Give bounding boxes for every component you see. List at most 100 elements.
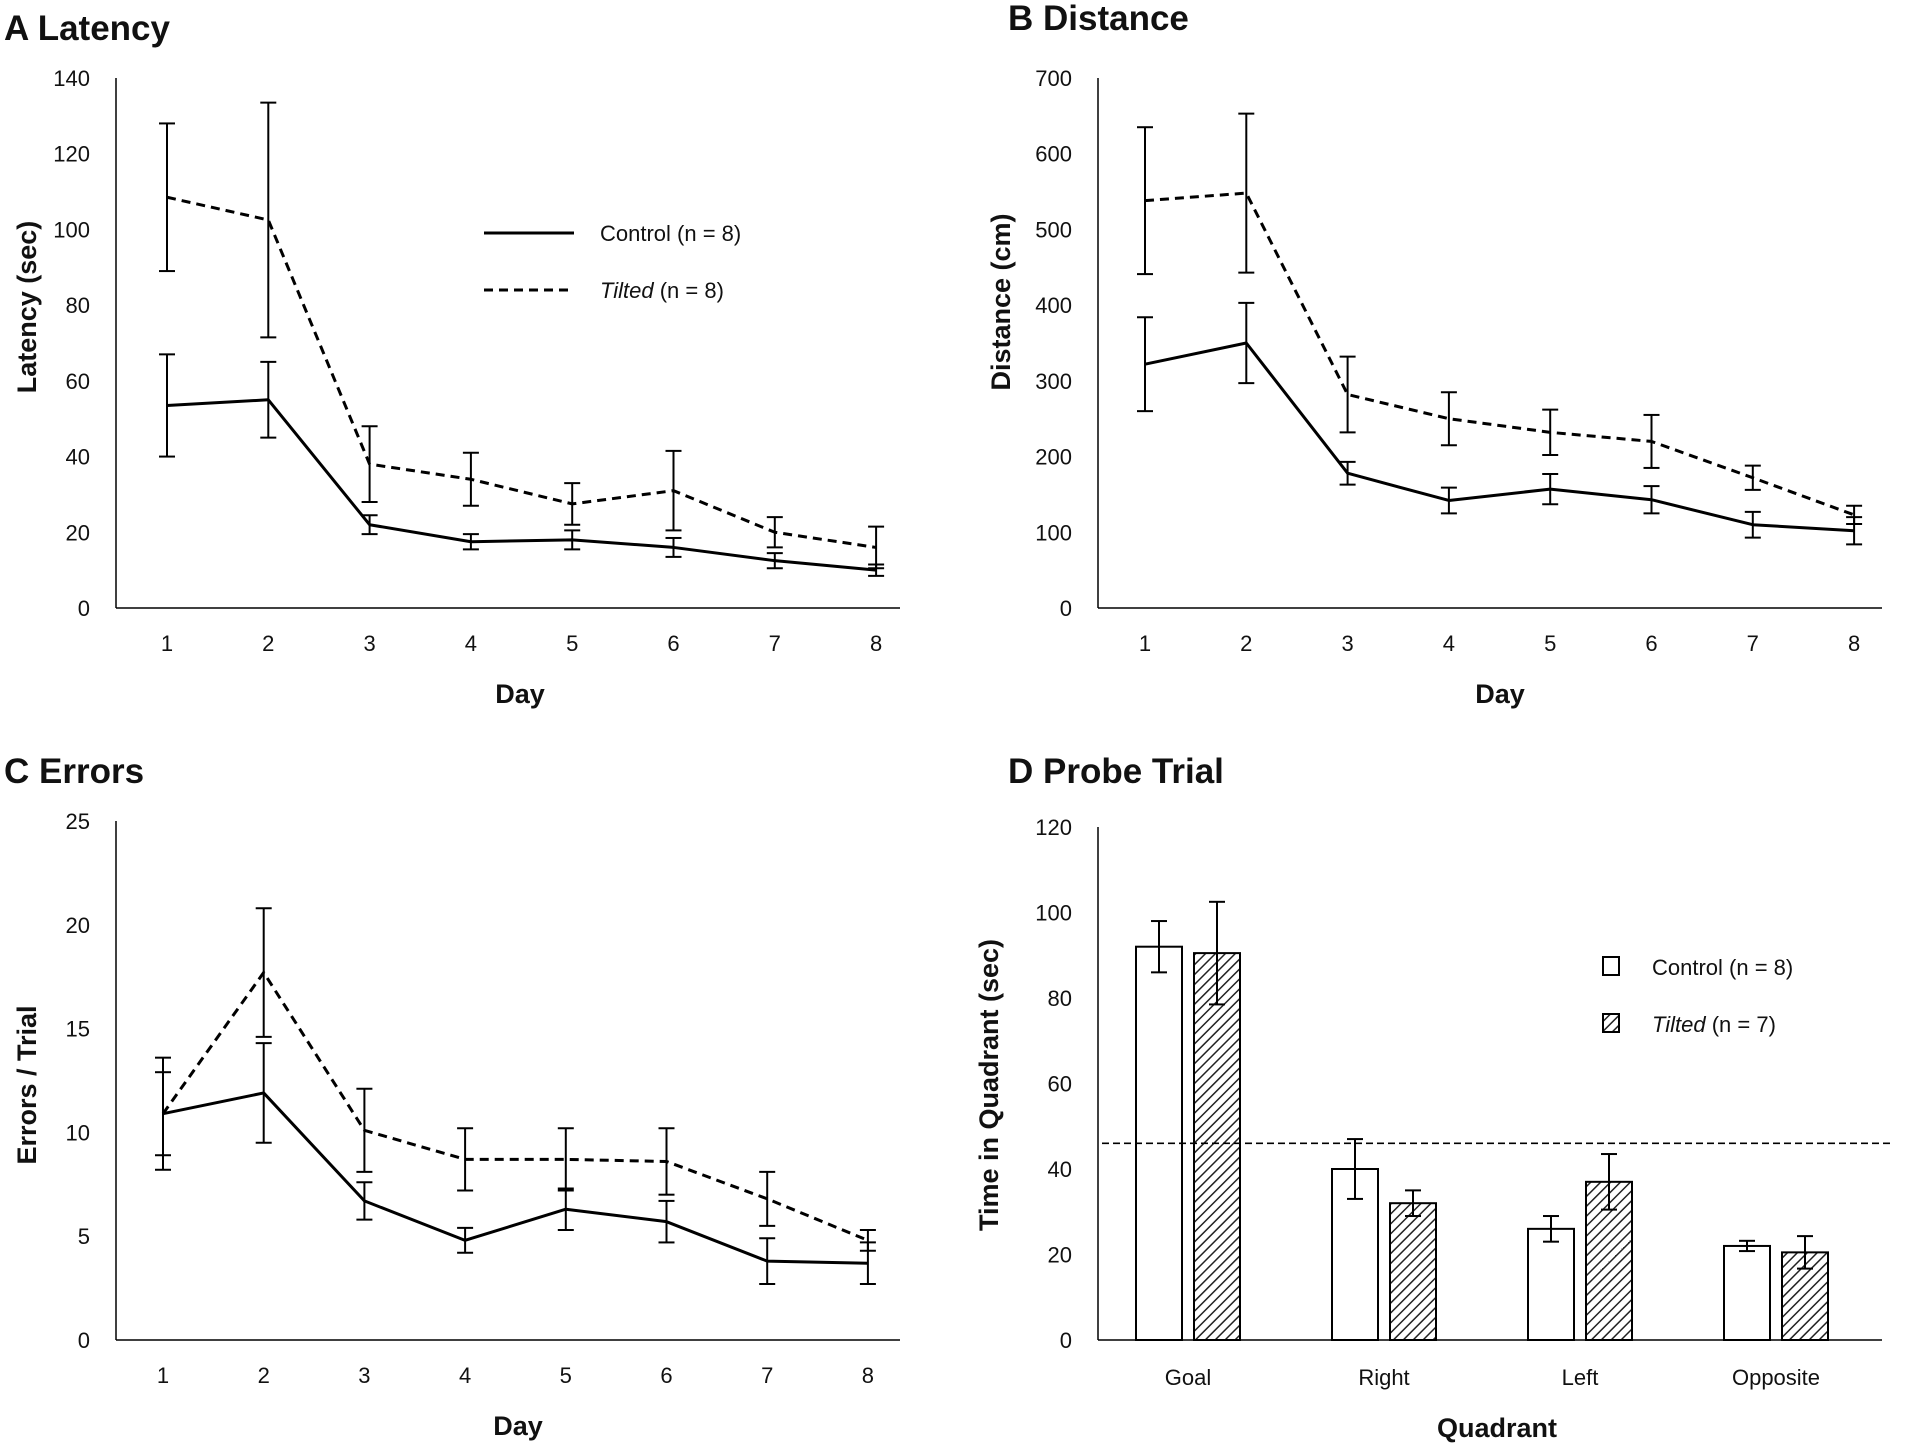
panel-d-plot: 0 20 40 60 80 100 120 Goal Right Left Opposite	[1035, 815, 1894, 1390]
panel-c-y-tick-label: 0	[78, 1328, 90, 1353]
panel-b-control-series-line	[1144, 341, 1855, 533]
panel-c-control-error-bar	[255, 1042, 272, 1144]
panel-a-tilted-error-bar	[159, 122, 175, 273]
panel-b-x-tick-label: 5	[1544, 631, 1556, 656]
panel-b-y-tick-label: 600	[1035, 142, 1072, 167]
panel-c-tilted-error-bar	[859, 1228, 876, 1252]
panel-d-y-tick-label: 80	[1048, 986, 1072, 1011]
panel-c-control-error-bar	[356, 1181, 373, 1221]
panel-b-tilted-error-bar	[1238, 112, 1255, 274]
panel-d-tilted-error-bar	[1405, 1189, 1421, 1218]
legend-tilted-italic: Tilted	[600, 278, 654, 303]
panel-b-y-tick-label: 700	[1035, 66, 1072, 91]
panel-d-bar-tilted	[1193, 952, 1241, 1341]
panel-a-x-tick-label: 5	[566, 631, 578, 656]
panel-c-control-error-bar	[658, 1199, 675, 1244]
panel-a-y-tick-label: 140	[53, 66, 90, 91]
panel-c-y-tick-label: 25	[66, 809, 90, 834]
panel-b-control-error-bar	[1137, 316, 1153, 413]
panel-a-tilted-error-bar	[462, 451, 479, 507]
legend-control-label: Control (n = 8)	[600, 221, 741, 246]
panel-c-tilted-error-bar	[658, 1127, 675, 1196]
panel-d-x-tick-label: Opposite	[1732, 1365, 1820, 1390]
panel-a-y-tick-label: 0	[78, 596, 90, 621]
panel-d-y-tick-label: 40	[1048, 1157, 1072, 1182]
legend-tilted-bar-suffix: (n = 7)	[1706, 1012, 1776, 1037]
panel-b-control-error-bar	[1238, 301, 1255, 385]
panel-b-x-tick-label: 1	[1139, 631, 1151, 656]
panel-c-x-tick-label: 5	[560, 1363, 572, 1388]
panel-b-distance: B Distance Distance (cm) Day 0 100 200 300 4…	[986, 0, 1882, 709]
panel-d-tilted-error-bar	[1209, 900, 1225, 1006]
legend-tilted-bar-swatch	[1602, 1013, 1620, 1033]
panel-d-tilted-error-bar	[1601, 1153, 1617, 1211]
panel-c-x-label: Day	[493, 1411, 543, 1441]
panel-d-y-label: Time in Quadrant (sec)	[974, 939, 1004, 1231]
panel-d-control-error-bar	[1347, 1138, 1363, 1200]
panel-c-y-tick-label: 20	[66, 913, 90, 938]
panel-d-control-error-bar	[1543, 1215, 1559, 1243]
panel-c-x-tick-label: 6	[660, 1363, 672, 1388]
panel-c-x-tick-label: 1	[157, 1363, 169, 1388]
panel-b-plot: 0 100 200 300 400 500 600 700 1 2 3 4 5 6 7 8	[1035, 66, 1882, 656]
panel-d-x-tick-label: Goal	[1165, 1365, 1211, 1390]
panel-d-x-tick-label: Right	[1358, 1365, 1409, 1390]
panel-c-control-error-bar	[759, 1237, 776, 1285]
panel-a-y-label: Latency (sec)	[12, 221, 42, 394]
panel-a-x-tick-label: 6	[667, 631, 679, 656]
panel-a-y-tick-label: 60	[66, 369, 90, 394]
panel-d-y-tick-label: 0	[1060, 1328, 1072, 1353]
panel-c-tilted-error-bar	[457, 1127, 474, 1192]
panel-b-y-label: Distance (cm)	[986, 213, 1016, 390]
panel-a-x-tick-label: 1	[161, 631, 173, 656]
panel-b-y-tick-label: 0	[1060, 596, 1072, 621]
legend-tilted-bar-label: Tilted (n = 7)	[1652, 1012, 1776, 1037]
panel-d-bar-control	[1723, 1244, 1771, 1341]
panel-c-control-series-line	[162, 1091, 868, 1265]
panel-c-tilted-error-bar	[155, 1071, 171, 1157]
panel-a-control-error-bar	[665, 536, 682, 558]
panel-d-tilted-error-bar	[1797, 1235, 1813, 1270]
panel-c-title: C Errors	[4, 752, 144, 791]
panel-b-y-tick-label: 200	[1035, 445, 1072, 470]
panel-d-control-error-bar	[1739, 1239, 1755, 1253]
panel-a-plot: 0 20 40 60 80 100 120 140 1 2 3 4 5 6 7 8	[53, 66, 900, 656]
panel-c-x-tick-label: 8	[862, 1363, 874, 1388]
panel-b-x-tick-label: 3	[1341, 631, 1353, 656]
panel-d-control-error-bar	[1151, 920, 1167, 974]
panel-c-tilted-series-line	[161, 971, 869, 1242]
panel-b-x-tick-label: 8	[1848, 631, 1860, 656]
panel-b-tilted-error-bar	[1846, 504, 1863, 525]
panel-a-control-error-bar	[361, 514, 378, 536]
panel-a-latency: A Latency Latency (sec) Day 0 20 40 60 80 100…	[4, 9, 900, 709]
panel-c-tilted-error-bar	[255, 907, 272, 1038]
panel-b-y-tick-label: 100	[1035, 520, 1072, 545]
panel-b-y-tick-label: 300	[1035, 369, 1072, 394]
panel-b-control-error-bar	[1339, 460, 1356, 486]
panel-a-control-error-bar	[766, 552, 783, 570]
legend-control-bar-label: Control (n = 8)	[1652, 955, 1793, 980]
panel-a-tilted-error-bar	[868, 525, 885, 570]
panel-d-bar-control	[1527, 1227, 1575, 1341]
panel-b-x-tick-label: 7	[1747, 631, 1759, 656]
panel-a-control-error-bar	[159, 353, 175, 458]
legend-tilted-suffix: (n = 8)	[654, 278, 724, 303]
panel-d-title: D Probe Trial	[1008, 752, 1224, 791]
panel-c-y-label: Errors / Trial	[12, 1005, 42, 1164]
panel-b-control-error-bar	[1542, 472, 1559, 506]
panel-c-x-tick-label: 3	[358, 1363, 370, 1388]
panel-a-x-tick-label: 8	[870, 631, 882, 656]
panel-a-control-series-line	[166, 398, 877, 572]
panel-b-x-tick-label: 6	[1645, 631, 1657, 656]
panel-a-tilted-error-bar	[665, 449, 682, 532]
panel-b-control-error-bar	[1440, 486, 1457, 515]
panel-c-tilted-error-bar	[759, 1170, 776, 1227]
panel-a-tilted-series-line	[166, 195, 877, 549]
panel-a-legend: Control (n = 8) Tilted (n = 8)	[484, 221, 741, 303]
panel-a-tilted-error-bar	[361, 425, 378, 503]
panel-a-tilted-error-bar	[564, 482, 581, 526]
panel-b-control-error-bar	[1643, 485, 1660, 515]
legend-tilted-bar-italic: Tilted	[1652, 1012, 1706, 1037]
